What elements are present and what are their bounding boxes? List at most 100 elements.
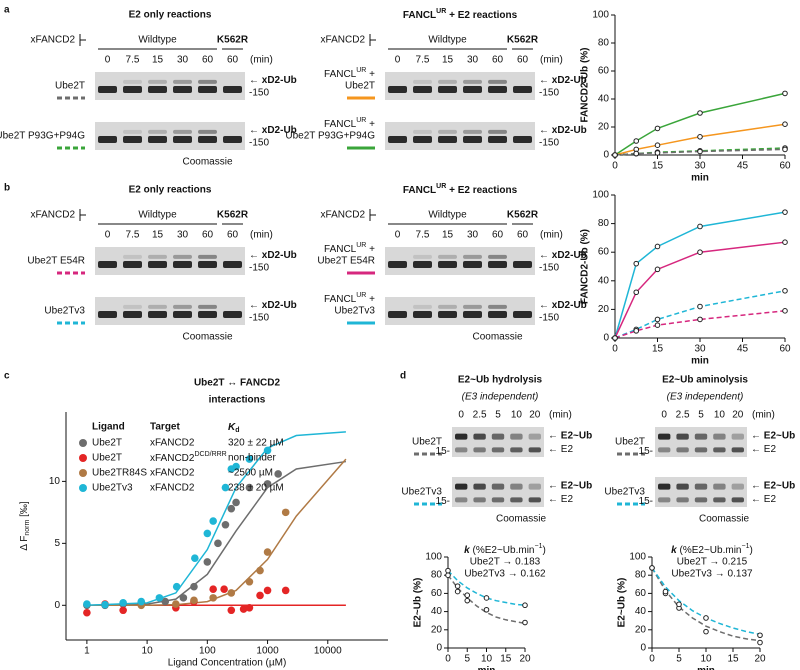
panel-label: d xyxy=(400,371,406,382)
gel-band xyxy=(694,433,708,440)
x-tick-label: 60 xyxy=(779,161,791,172)
legend-kd: ~2500 µM xyxy=(228,468,273,479)
gel-band xyxy=(98,311,117,318)
row-label: Ube2T P93G+P94G xyxy=(0,131,85,142)
data-point xyxy=(119,606,127,615)
fit-line xyxy=(651,567,761,642)
gel-band xyxy=(731,483,744,490)
gel-band xyxy=(463,254,482,259)
row-label: FANCLUR + xyxy=(324,67,375,80)
data-point xyxy=(757,632,763,639)
lane-label: 15 xyxy=(152,55,164,66)
y-tick-label: 60 xyxy=(598,247,610,258)
x-tick-label: 0 xyxy=(445,654,451,665)
gel-band xyxy=(510,483,523,490)
gel-band xyxy=(148,79,167,84)
gel-title: E2 only reactions xyxy=(129,185,212,196)
x-axis-label: Ligand Concentration (µM) xyxy=(168,658,287,669)
band-marker: ← E2~Ub xyxy=(548,481,592,492)
lane-label: 30 xyxy=(177,55,189,66)
band-marker: -150 xyxy=(539,263,559,274)
lane-unit: (min) xyxy=(540,55,563,66)
gel-image xyxy=(95,122,245,150)
gel-band xyxy=(488,136,507,143)
y-tick-label: 0 xyxy=(436,643,442,654)
gel-band xyxy=(388,86,407,93)
band-marker: ← xD2-Ub xyxy=(249,125,297,136)
panel-label: c xyxy=(4,371,10,382)
gel-group: Wildtype xyxy=(138,35,177,46)
legend-ligand: Ube2T xyxy=(92,438,122,449)
data-point xyxy=(697,303,703,310)
gel-band xyxy=(528,497,541,503)
gel-band xyxy=(173,304,192,309)
data-point xyxy=(483,595,490,601)
y-axis-label: Δ Fnorm [‰] xyxy=(19,501,31,551)
data-point xyxy=(654,266,661,273)
gel-band xyxy=(388,136,407,143)
text-segment: [‰] xyxy=(19,501,30,520)
x-tick-label: 5 xyxy=(464,654,470,665)
row-label: Ube2T P93G+P94G xyxy=(285,131,375,142)
x-tick-label: 10 xyxy=(481,654,493,665)
x-tick-label: 20 xyxy=(754,654,766,665)
data-point xyxy=(782,308,788,314)
y-tick-label: 10 xyxy=(49,476,61,487)
band-marker: ← xD2-Ub xyxy=(249,250,297,261)
x-tick-label: 45 xyxy=(737,344,749,355)
text-segment: + E2 reactions xyxy=(446,10,517,21)
gel-target: xFANCD2 xyxy=(31,210,76,221)
y-tick-label: 5 xyxy=(54,538,60,549)
lane-label: 60 xyxy=(227,230,239,241)
lane-label: 10 xyxy=(511,410,523,421)
lane-label: 60 xyxy=(492,55,504,66)
text-segment: k xyxy=(464,545,470,556)
gel-image xyxy=(385,72,535,100)
gel-band xyxy=(173,311,192,318)
gel-band xyxy=(123,129,142,134)
y-tick-label: 0 xyxy=(603,333,609,344)
gel-band xyxy=(98,86,117,93)
gel-band xyxy=(413,79,432,84)
data-point xyxy=(633,289,640,296)
gel-group: Wildtype xyxy=(428,35,467,46)
y-tick-label: 100 xyxy=(592,190,609,201)
gel-band xyxy=(491,447,505,453)
data-point xyxy=(662,588,669,595)
fit-line xyxy=(447,574,526,625)
gel-band xyxy=(98,136,117,143)
y-tick-label: 40 xyxy=(598,94,610,105)
data-point xyxy=(782,288,788,294)
y-tick-label: 100 xyxy=(629,552,646,563)
x-tick-label: 15 xyxy=(652,344,664,355)
data-point xyxy=(782,239,788,245)
x-tick-label: 0 xyxy=(612,344,618,355)
data-point xyxy=(654,243,661,250)
data-point xyxy=(203,558,212,566)
gel-band xyxy=(491,433,505,440)
gel-band xyxy=(123,311,142,318)
gel-band xyxy=(488,254,507,259)
band-marker: -150 xyxy=(539,313,559,324)
data-point xyxy=(649,565,655,571)
band-marker: ← xD2-Ub xyxy=(249,300,297,311)
data-point xyxy=(83,600,91,608)
gel-band xyxy=(98,261,117,268)
legend-header: Target xyxy=(150,422,180,433)
gel-footer: Coomassie xyxy=(182,332,232,343)
text-segment: FANCL xyxy=(403,10,436,21)
data-point xyxy=(697,223,703,230)
data-point xyxy=(203,529,212,538)
data-point xyxy=(445,567,451,574)
gel-band xyxy=(488,86,507,93)
gel-band xyxy=(413,254,432,259)
ladder-label: 15- xyxy=(436,496,450,507)
row-label: Ube2Tv3 xyxy=(334,306,375,317)
gel-band xyxy=(173,129,192,134)
fit-line xyxy=(86,431,346,607)
row-label: Ube2T E54R xyxy=(27,256,85,267)
gel-image xyxy=(95,297,245,325)
annotation: Ube2T → 0.183 xyxy=(470,557,541,568)
gel-band xyxy=(463,79,482,84)
gel-band xyxy=(510,497,523,503)
